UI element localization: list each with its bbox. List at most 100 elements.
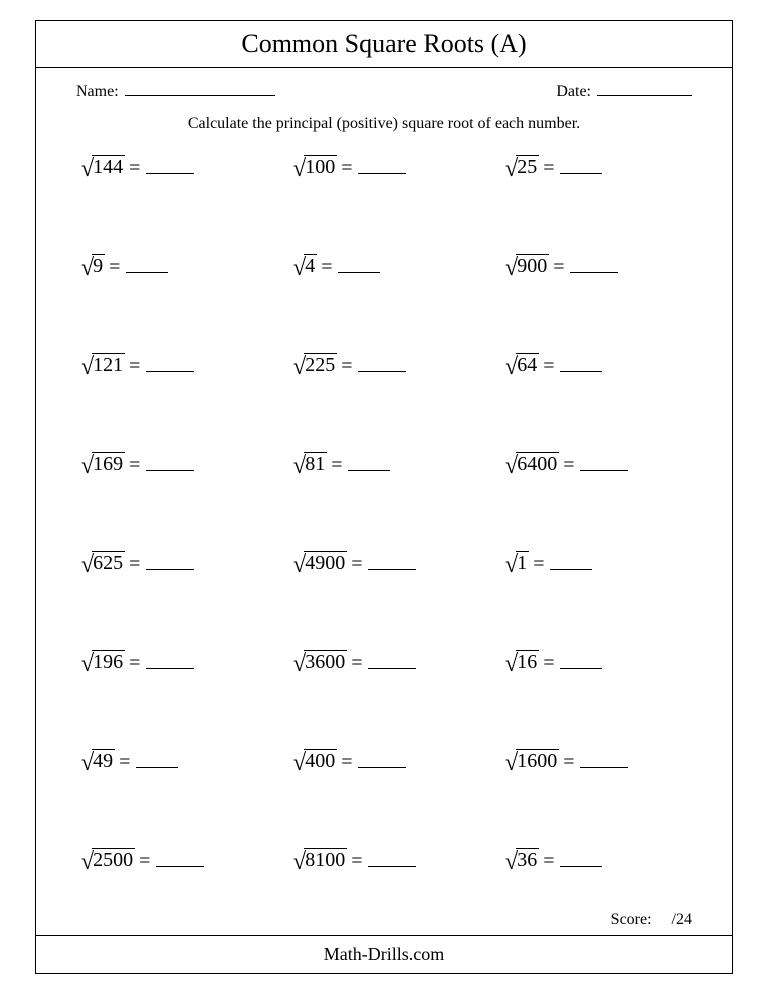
answer-blank[interactable] [146,651,194,669]
answer-blank[interactable] [560,849,602,867]
equals-sign: = [129,454,140,477]
problem: √400= [278,749,490,774]
score-area: Score: /24 [611,911,692,929]
radicand: 1600 [516,749,559,772]
answer-blank[interactable] [146,156,194,174]
radicand: 121 [92,353,125,376]
problem-row: √49= √400= √1600= [66,749,702,774]
radical-icon: √ [81,553,94,577]
equals-sign: = [563,751,574,774]
radicand: 400 [304,749,337,772]
radicand: 49 [92,749,115,772]
radical-icon: √ [293,355,306,379]
radicand: 144 [92,155,125,178]
problem: √121= [66,353,278,378]
radical-icon: √ [505,652,518,676]
answer-blank[interactable] [550,552,592,570]
answer-blank[interactable] [560,651,602,669]
date-field: Date: [556,80,692,101]
problem-row: √2500= √8100= √36= [66,848,702,873]
radical-icon: √ [505,454,518,478]
radical-icon: √ [293,751,306,775]
answer-blank[interactable] [338,255,380,273]
radicand: 4900 [304,551,347,574]
radicand: 196 [92,650,125,673]
radical-icon: √ [293,256,306,280]
instruction-text: Calculate the principal (positive) squar… [36,115,732,133]
answer-blank[interactable] [358,750,406,768]
name-field: Name: [76,80,275,101]
problem: √36= [490,848,702,873]
radicand: 900 [516,254,549,277]
radicand: 64 [516,353,539,376]
radicand: 16 [516,650,539,673]
answer-blank[interactable] [580,750,628,768]
radical-icon: √ [505,256,518,280]
name-label: Name: [76,83,119,101]
equals-sign: = [129,652,140,675]
radicand: 3600 [304,650,347,673]
equals-sign: = [109,256,120,279]
problem: √6400= [490,452,702,477]
answer-blank[interactable] [358,354,406,372]
answer-blank[interactable] [368,651,416,669]
radical-icon: √ [81,751,94,775]
worksheet-page: Common Square Roots (A) Name: Date: Calc… [35,20,733,974]
radical-icon: √ [505,355,518,379]
equals-sign: = [129,157,140,180]
radical-icon: √ [81,850,94,874]
radicand: 81 [304,452,327,475]
radicand: 2500 [92,848,135,871]
problem: √1= [490,551,702,576]
equals-sign: = [553,256,564,279]
radical-icon: √ [81,157,94,181]
radicand: 625 [92,551,125,574]
answer-blank[interactable] [368,849,416,867]
answer-blank[interactable] [156,849,204,867]
radical-icon: √ [293,850,306,874]
problem: √81= [278,452,490,477]
equals-sign: = [129,355,140,378]
answer-blank[interactable] [136,750,178,768]
answer-blank[interactable] [580,453,628,471]
equals-sign: = [543,157,554,180]
equals-sign: = [351,652,362,675]
answer-blank[interactable] [570,255,618,273]
equals-sign: = [321,256,332,279]
name-blank[interactable] [125,80,275,96]
problem: √8100= [278,848,490,873]
answer-blank[interactable] [126,255,168,273]
radical-icon: √ [505,553,518,577]
problem: √64= [490,353,702,378]
radical-icon: √ [293,652,306,676]
equals-sign: = [533,553,544,576]
answer-blank[interactable] [146,354,194,372]
answer-blank[interactable] [146,552,194,570]
problem: √225= [278,353,490,378]
date-blank[interactable] [597,80,692,96]
title-box: Common Square Roots (A) [36,21,732,68]
answer-blank[interactable] [560,354,602,372]
problem-row: √196= √3600= √16= [66,650,702,675]
answer-blank[interactable] [368,552,416,570]
radical-icon: √ [81,355,94,379]
answer-blank[interactable] [146,453,194,471]
equals-sign: = [543,652,554,675]
answer-blank[interactable] [348,453,390,471]
equals-sign: = [341,355,352,378]
answer-blank[interactable] [560,156,602,174]
radicand: 25 [516,155,539,178]
radicand: 100 [304,155,337,178]
problem: √16= [490,650,702,675]
equals-sign: = [351,553,362,576]
radical-icon: √ [81,454,94,478]
answer-blank[interactable] [358,156,406,174]
problem-row: √625= √4900= √1= [66,551,702,576]
problem: √9= [66,254,278,279]
problem-row: √9= √4= √900= [66,254,702,279]
problem: √196= [66,650,278,675]
radical-icon: √ [293,454,306,478]
worksheet-title: Common Square Roots (A) [36,29,732,59]
equals-sign: = [563,454,574,477]
radical-icon: √ [293,553,306,577]
